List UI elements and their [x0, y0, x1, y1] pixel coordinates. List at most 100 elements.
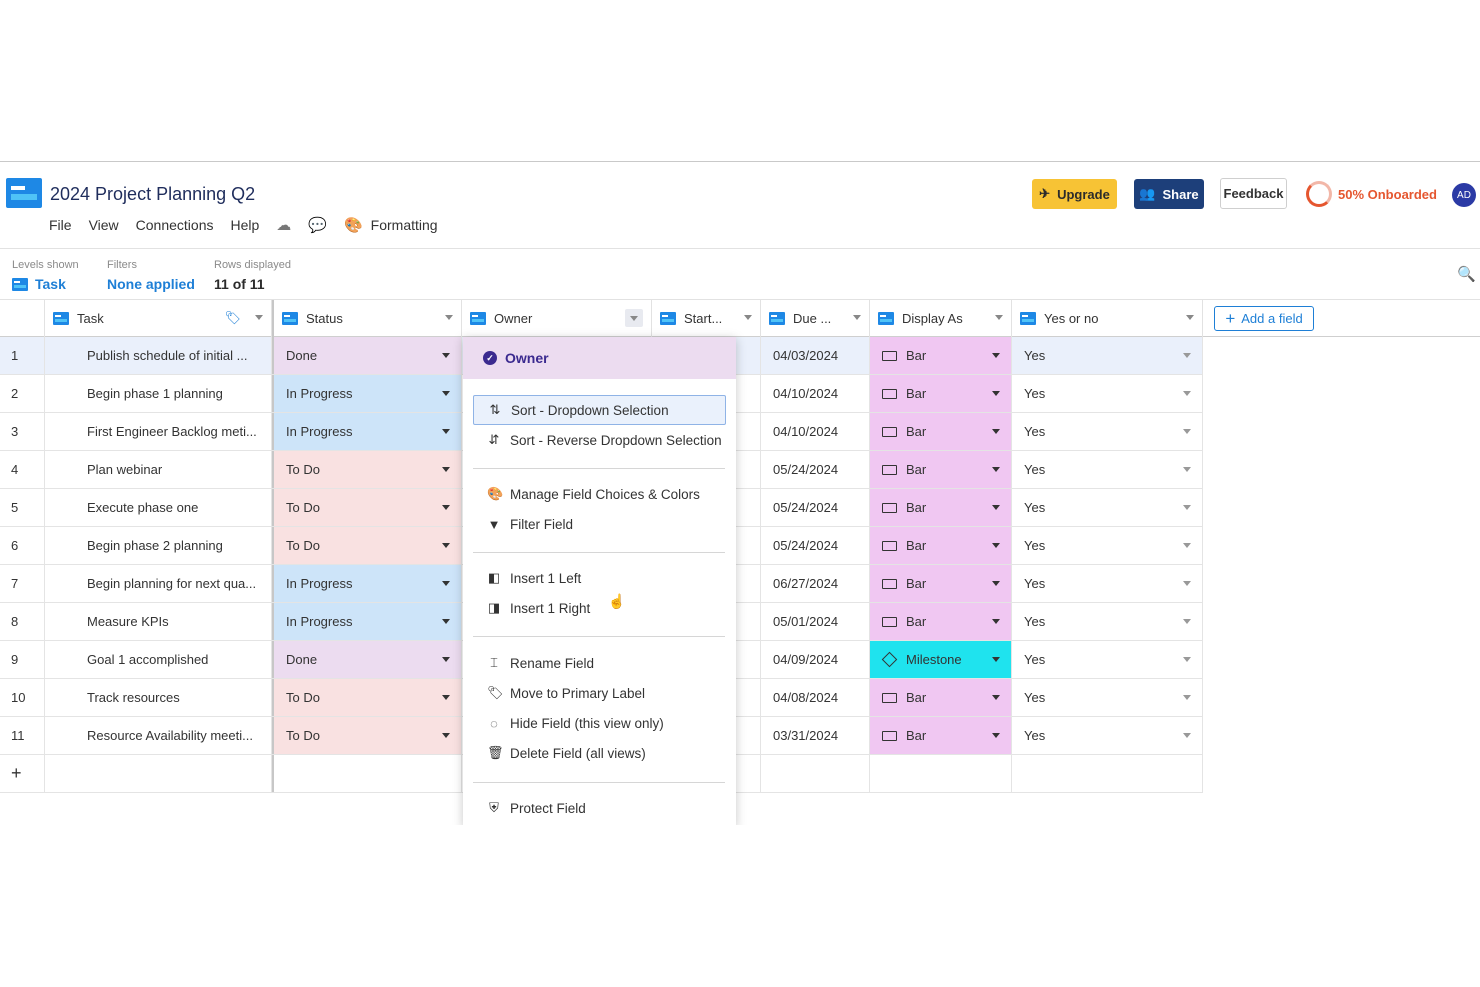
task-cell[interactable]: Begin phase 2 planning	[45, 527, 272, 564]
dropdown-arrow-icon[interactable]	[442, 543, 450, 548]
start-cell[interactable]	[652, 413, 761, 450]
start-cell[interactable]	[652, 565, 761, 602]
share-button[interactable]: 👥 Share	[1134, 179, 1204, 209]
menu-item-rename-field[interactable]: ⌶ Rename Field	[473, 648, 726, 678]
display-as-cell[interactable]: Bar	[870, 527, 1012, 564]
dropdown-arrow-icon[interactable]	[442, 733, 450, 738]
status-cell[interactable]: In Progress	[272, 413, 462, 450]
display-as-cell[interactable]: Bar	[870, 565, 1012, 602]
avatar[interactable]: AD	[1452, 183, 1476, 207]
task-cell[interactable]: Plan webinar	[45, 451, 272, 488]
chevron-down-icon[interactable]	[625, 309, 643, 327]
menu-item-sort-reverse-dropdown-selection[interactable]: ⇵ Sort - Reverse Dropdown Selection	[473, 425, 726, 455]
task-cell[interactable]: Execute phase one	[45, 489, 272, 526]
start-cell[interactable]	[652, 451, 761, 488]
dropdown-arrow-icon[interactable]	[1183, 543, 1191, 548]
upgrade-button[interactable]: ✈ Upgrade	[1032, 179, 1117, 209]
due-cell[interactable]: 04/03/2024	[761, 337, 870, 374]
display-as-cell[interactable]: Milestone	[870, 641, 1012, 678]
dropdown-arrow-icon[interactable]	[442, 429, 450, 434]
start-cell[interactable]	[652, 337, 761, 374]
chevron-down-icon[interactable]	[744, 315, 752, 320]
table-row[interactable]: 7 Begin planning for next qua... In Progre…	[0, 565, 1203, 603]
due-cell[interactable]: 06/27/2024	[761, 565, 870, 602]
due-cell[interactable]: 03/31/2024	[761, 717, 870, 754]
dropdown-arrow-icon[interactable]	[992, 391, 1000, 396]
column-task[interactable]: Task 🏷	[45, 300, 272, 337]
menu-item-hide-field-this-view-only[interactable]: ◌ Hide Field (this view only)	[473, 708, 726, 738]
task-cell[interactable]: Begin planning for next qua...	[45, 565, 272, 602]
menu-view[interactable]: View	[88, 217, 119, 233]
yes-or-no-cell[interactable]: Yes	[1012, 451, 1203, 488]
dropdown-arrow-icon[interactable]	[442, 695, 450, 700]
dropdown-arrow-icon[interactable]	[1183, 429, 1191, 434]
dropdown-arrow-icon[interactable]	[992, 505, 1000, 510]
dropdown-arrow-icon[interactable]	[442, 619, 450, 624]
menu-item-insert-1-left[interactable]: ◧ Insert 1 Left	[473, 563, 726, 593]
column-display-as[interactable]: Display As	[870, 300, 1012, 337]
dropdown-arrow-icon[interactable]	[442, 353, 450, 358]
due-cell[interactable]: 05/01/2024	[761, 603, 870, 640]
dropdown-arrow-icon[interactable]	[442, 581, 450, 586]
status-cell[interactable]: To Do	[272, 489, 462, 526]
yes-or-no-cell[interactable]: Yes	[1012, 489, 1203, 526]
display-as-cell[interactable]: Bar	[870, 489, 1012, 526]
task-cell[interactable]: Publish schedule of initial ...	[45, 337, 272, 374]
dropdown-arrow-icon[interactable]	[1183, 391, 1191, 396]
menu-item-move-to-primary-label[interactable]: 🏷 Move to Primary Label	[473, 678, 726, 708]
dropdown-arrow-icon[interactable]	[992, 695, 1000, 700]
start-cell[interactable]	[652, 375, 761, 412]
dropdown-arrow-icon[interactable]	[1183, 619, 1191, 624]
display-as-cell[interactable]: Bar	[870, 413, 1012, 450]
dropdown-arrow-icon[interactable]	[442, 657, 450, 662]
start-cell[interactable]	[652, 679, 761, 716]
menu-connections[interactable]: Connections	[135, 217, 214, 233]
cloud-icon[interactable]: ☁	[276, 217, 292, 234]
yes-or-no-cell[interactable]: Yes	[1012, 641, 1203, 678]
dropdown-arrow-icon[interactable]	[992, 657, 1000, 662]
menu-item-insert-1-right[interactable]: ◨ Insert 1 Right	[473, 593, 726, 623]
search-icon[interactable]: 🔍	[1457, 266, 1476, 283]
dropdown-arrow-icon[interactable]	[992, 543, 1000, 548]
dropdown-arrow-icon[interactable]	[1183, 733, 1191, 738]
dropdown-arrow-icon[interactable]	[992, 733, 1000, 738]
status-cell[interactable]: Done	[272, 641, 462, 678]
task-cell[interactable]: Goal 1 accomplished	[45, 641, 272, 678]
column-start[interactable]: Start...	[652, 300, 761, 337]
dropdown-arrow-icon[interactable]	[442, 467, 450, 472]
status-cell[interactable]: In Progress	[272, 565, 462, 602]
dropdown-arrow-icon[interactable]	[992, 581, 1000, 586]
menu-item-filter-field[interactable]: ▼ Filter Field	[473, 509, 726, 539]
yes-or-no-cell[interactable]: Yes	[1012, 679, 1203, 716]
due-cell[interactable]: 04/08/2024	[761, 679, 870, 716]
dropdown-arrow-icon[interactable]	[1183, 353, 1191, 358]
start-cell[interactable]	[652, 717, 761, 754]
dropdown-arrow-icon[interactable]	[1183, 505, 1191, 510]
dropdown-arrow-icon[interactable]	[992, 429, 1000, 434]
feedback-button[interactable]: Feedback	[1220, 178, 1287, 209]
yes-or-no-cell[interactable]: Yes	[1012, 337, 1203, 374]
dropdown-arrow-icon[interactable]	[442, 391, 450, 396]
column-yes-or-no[interactable]: Yes or no	[1012, 300, 1203, 337]
dropdown-arrow-icon[interactable]	[1183, 657, 1191, 662]
yes-or-no-cell[interactable]: Yes	[1012, 413, 1203, 450]
yes-or-no-cell[interactable]: Yes	[1012, 717, 1203, 754]
due-cell[interactable]: 05/24/2024	[761, 451, 870, 488]
dropdown-arrow-icon[interactable]	[992, 619, 1000, 624]
status-cell[interactable]: To Do	[272, 679, 462, 716]
yes-or-no-cell[interactable]: Yes	[1012, 375, 1203, 412]
dropdown-arrow-icon[interactable]	[1183, 581, 1191, 586]
display-as-cell[interactable]: Bar	[870, 337, 1012, 374]
onboarding-progress[interactable]: 50% Onboarded	[1306, 181, 1437, 207]
column-owner[interactable]: Owner	[462, 300, 652, 337]
chevron-down-icon[interactable]	[445, 315, 453, 320]
start-cell[interactable]	[652, 527, 761, 564]
add-field-button[interactable]: + Add a field	[1214, 306, 1314, 331]
display-as-cell[interactable]: Bar	[870, 717, 1012, 754]
due-cell[interactable]: 05/24/2024	[761, 527, 870, 564]
menu-file[interactable]: File	[49, 217, 72, 233]
levels-shown[interactable]: Levels shown Task	[12, 259, 79, 292]
chevron-down-icon[interactable]	[995, 315, 1003, 320]
dropdown-arrow-icon[interactable]	[1183, 695, 1191, 700]
column-status[interactable]: Status	[272, 300, 462, 337]
